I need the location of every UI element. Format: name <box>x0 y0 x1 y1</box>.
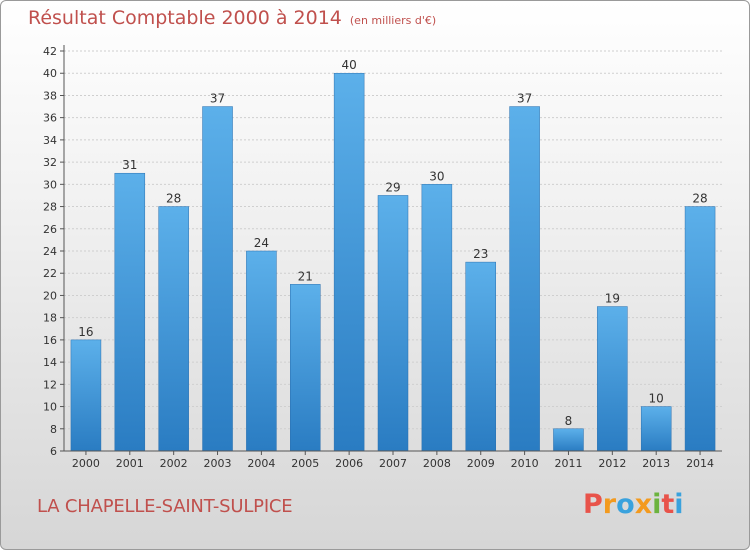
commune-name: LA CHAPELLE-SAINT-SULPICE <box>37 496 293 517</box>
data-label: 30 <box>429 169 444 183</box>
y-tick-label: 36 <box>43 112 57 125</box>
y-tick-label: 10 <box>43 401 57 414</box>
data-label: 24 <box>254 236 269 250</box>
x-tick-label: 2014 <box>686 457 714 470</box>
y-tick-label: 30 <box>43 178 57 191</box>
bar <box>640 406 672 452</box>
data-label: 23 <box>473 247 488 261</box>
x-tick-label: 2004 <box>247 457 275 470</box>
logo-letter: r <box>602 489 617 520</box>
bar <box>246 250 277 452</box>
y-tick-label: 38 <box>43 89 57 102</box>
bar <box>333 72 365 452</box>
proxiti-logo: Proxiti <box>583 489 684 520</box>
y-axis-ticks: 6 8 10 12 14 16 18 20 22 24 26 28 30 32 34 36 38 40 42 <box>43 45 64 458</box>
bar <box>421 184 453 452</box>
y-tick-label: 20 <box>43 289 57 302</box>
y-tick-label: 16 <box>43 334 57 347</box>
data-label: 37 <box>517 92 532 106</box>
x-tick-label: 2013 <box>642 457 670 470</box>
x-tick-label: 2011 <box>554 457 582 470</box>
data-label: 29 <box>385 180 400 194</box>
x-tick-label: 2010 <box>511 457 539 470</box>
y-tick-label: 24 <box>43 245 57 258</box>
y-tick-label: 40 <box>43 67 57 80</box>
data-label: 40 <box>341 58 356 72</box>
x-axis-ticks: 2000 2001 2002 2003 2004 2005 2006 2007 2008 2009… <box>72 451 714 470</box>
x-tick-label: 2009 <box>467 457 495 470</box>
x-tick-label: 2002 <box>160 457 188 470</box>
bar <box>684 206 716 452</box>
y-tick-label: 22 <box>43 267 57 280</box>
x-tick-label: 2001 <box>116 457 144 470</box>
data-label: 31 <box>122 158 137 172</box>
bar <box>377 195 409 452</box>
bar <box>597 306 628 452</box>
y-tick-label: 26 <box>43 223 57 236</box>
y-tick-label: 8 <box>50 423 57 436</box>
axes <box>63 45 722 452</box>
y-tick-label: 12 <box>43 378 57 391</box>
x-tick-label: 2006 <box>335 457 363 470</box>
y-tick-label: 14 <box>43 356 57 369</box>
bar <box>114 172 146 452</box>
logo-letter: t <box>661 489 675 520</box>
y-tick-label: 28 <box>43 201 57 214</box>
logo-letter: o <box>616 489 635 520</box>
y-tick-label: 18 <box>43 312 57 325</box>
chart-title: Résultat Comptable 2000 à 2014 (en millie… <box>28 7 436 29</box>
y-tick-label: 32 <box>43 156 57 169</box>
bar <box>553 428 584 452</box>
title-text: Résultat Comptable 2000 à 2014 <box>28 7 342 29</box>
logo-letter: x <box>634 489 653 520</box>
y-tick-label: 34 <box>43 134 57 147</box>
logo-letter: i <box>652 489 662 520</box>
data-label: 16 <box>78 325 93 339</box>
bar <box>509 106 540 452</box>
data-label: 28 <box>166 192 181 206</box>
data-label: 28 <box>692 192 707 206</box>
bar <box>158 206 189 452</box>
bar <box>70 339 102 452</box>
data-label: 19 <box>605 292 620 306</box>
bar <box>290 284 321 452</box>
bar <box>202 106 233 452</box>
bar <box>465 261 496 452</box>
logo-letter: P <box>583 489 603 520</box>
logo-letter: i <box>674 489 684 520</box>
y-tick-label: 6 <box>50 445 57 458</box>
x-tick-label: 2003 <box>204 457 232 470</box>
value-labels: 16 31 28 37 24 21 40 29 30 23 37 8 19 10 28 <box>78 58 707 428</box>
x-tick-label: 2008 <box>423 457 451 470</box>
data-label: 21 <box>298 269 313 283</box>
x-tick-label: 2007 <box>379 457 407 470</box>
x-tick-label: 2005 <box>291 457 319 470</box>
bars <box>70 72 716 452</box>
x-tick-label: 2000 <box>72 457 100 470</box>
title-unit: (en milliers d'€) <box>349 14 437 27</box>
y-tick-label: 42 <box>43 45 57 58</box>
data-label: 10 <box>649 392 664 406</box>
data-label: 37 <box>210 92 225 106</box>
x-tick-label: 2012 <box>598 457 626 470</box>
data-label: 8 <box>565 414 573 428</box>
